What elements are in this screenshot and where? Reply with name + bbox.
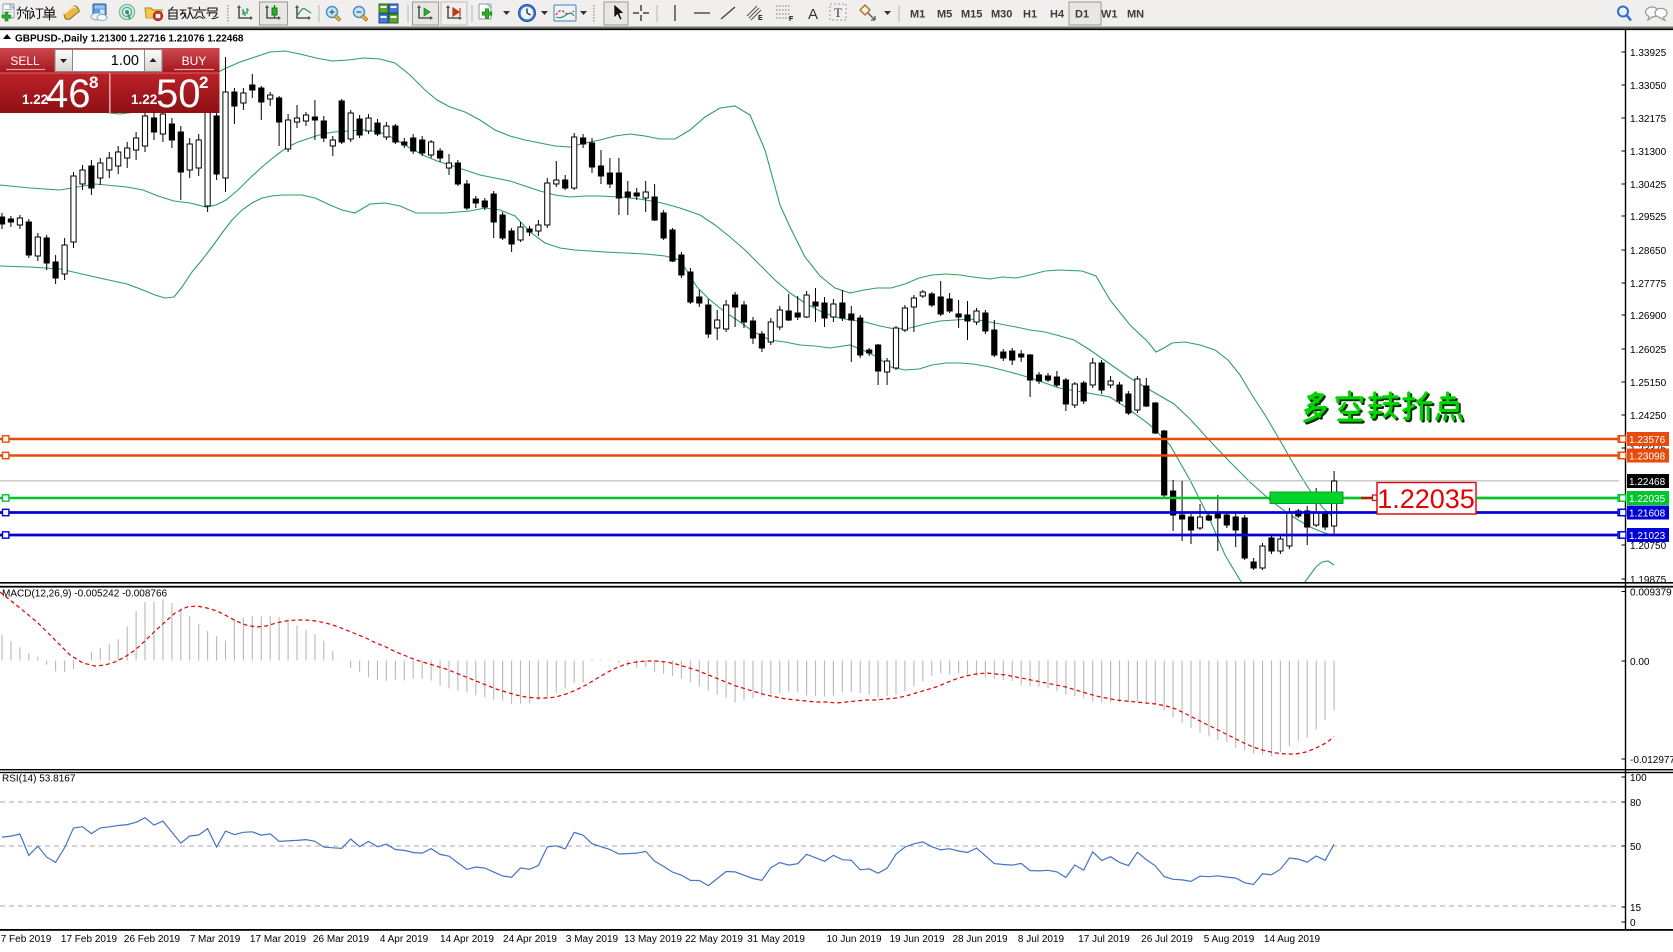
svg-text:24 Apr 2019: 24 Apr 2019: [503, 934, 557, 945]
svg-text:17 Jul 2019: 17 Jul 2019: [1078, 934, 1130, 945]
svg-text:1.33925: 1.33925: [1630, 48, 1667, 59]
svg-text:7 Mar 2019: 7 Mar 2019: [190, 934, 241, 945]
svg-text:26 Mar 2019: 26 Mar 2019: [313, 934, 370, 945]
svg-text:22 May 2019: 22 May 2019: [685, 934, 743, 945]
svg-text:3 May 2019: 3 May 2019: [566, 934, 619, 945]
svg-text:E: E: [758, 15, 763, 22]
svg-text:15: 15: [1630, 903, 1642, 914]
svg-text:M5: M5: [937, 9, 952, 21]
svg-text:1.22468: 1.22468: [1629, 477, 1666, 488]
svg-text:13 May 2019: 13 May 2019: [624, 934, 682, 945]
svg-text:17 Mar 2019: 17 Mar 2019: [250, 934, 307, 945]
svg-text:0.009379: 0.009379: [1630, 587, 1672, 598]
svg-text:1.22: 1.22: [131, 92, 157, 107]
svg-text:1.22035: 1.22035: [1629, 494, 1666, 505]
svg-text:H4: H4: [1050, 9, 1065, 21]
svg-text:1.26025: 1.26025: [1630, 345, 1667, 356]
svg-text:1.26900: 1.26900: [1630, 311, 1667, 322]
svg-text:H1: H1: [1023, 9, 1037, 21]
svg-text:GBPUSD-,Daily 1.21300 1.22716: GBPUSD-,Daily 1.21300 1.22716 1.21076 1.…: [15, 34, 244, 45]
svg-text:1.30425: 1.30425: [1630, 180, 1667, 191]
svg-text:1.00: 1.00: [111, 53, 139, 69]
svg-text:1.28650: 1.28650: [1630, 246, 1667, 257]
svg-text:MACD(12,26,9) -0.005242 -0.008: MACD(12,26,9) -0.005242 -0.008766: [2, 589, 168, 600]
svg-text:M1: M1: [910, 9, 925, 21]
svg-text:D1: D1: [1075, 9, 1089, 21]
svg-text:1.31300: 1.31300: [1630, 147, 1667, 158]
svg-text:1.25150: 1.25150: [1630, 378, 1667, 389]
svg-text:1.21023: 1.21023: [1629, 531, 1666, 542]
svg-text:M15: M15: [961, 9, 982, 21]
svg-text:T: T: [834, 5, 842, 20]
svg-text:0: 0: [1630, 918, 1636, 929]
svg-text:1.22035: 1.22035: [1377, 484, 1475, 514]
svg-text:M30: M30: [991, 9, 1012, 21]
svg-text:50: 50: [156, 72, 201, 116]
svg-text:1.29525: 1.29525: [1630, 212, 1667, 223]
svg-text:4 Apr 2019: 4 Apr 2019: [380, 934, 429, 945]
svg-text:MN: MN: [1127, 9, 1144, 21]
svg-text:19 Jun 2019: 19 Jun 2019: [889, 934, 944, 945]
svg-text:7 Feb 2019: 7 Feb 2019: [1, 934, 52, 945]
svg-text:8: 8: [89, 73, 98, 92]
svg-text:-0.012977: -0.012977: [1630, 755, 1673, 766]
svg-text:2: 2: [199, 73, 208, 92]
svg-text:BUY: BUY: [182, 54, 207, 68]
svg-text:5 Aug 2019: 5 Aug 2019: [1204, 934, 1255, 945]
svg-text:A: A: [808, 6, 818, 23]
svg-text:10 Jun 2019: 10 Jun 2019: [826, 934, 881, 945]
svg-text:50: 50: [1630, 842, 1642, 853]
svg-text:1.21608: 1.21608: [1629, 508, 1666, 519]
svg-text:0.00: 0.00: [1630, 657, 1650, 668]
svg-text:1.23576: 1.23576: [1629, 435, 1666, 446]
svg-text:31 May 2019: 31 May 2019: [747, 934, 805, 945]
svg-text:17 Feb 2019: 17 Feb 2019: [61, 934, 118, 945]
svg-text:SELL: SELL: [10, 54, 40, 68]
svg-text:14 Aug 2019: 14 Aug 2019: [1264, 934, 1321, 945]
svg-text:1.23098: 1.23098: [1629, 451, 1666, 462]
svg-text:8 Jul 2019: 8 Jul 2019: [1018, 934, 1065, 945]
svg-text:RSI(14) 53.8167: RSI(14) 53.8167: [2, 774, 76, 785]
svg-text:W1: W1: [1101, 9, 1118, 21]
svg-text:28 Jun 2019: 28 Jun 2019: [952, 934, 1007, 945]
svg-text:1.33050: 1.33050: [1630, 81, 1667, 92]
svg-text:26 Feb 2019: 26 Feb 2019: [124, 934, 181, 945]
svg-text:1.32175: 1.32175: [1630, 114, 1667, 125]
svg-text:46: 46: [46, 72, 91, 116]
svg-text:80: 80: [1630, 798, 1642, 809]
svg-text:1.22: 1.22: [22, 92, 48, 107]
svg-text:100: 100: [1630, 773, 1647, 784]
svg-text:26 Jul 2019: 26 Jul 2019: [1141, 934, 1193, 945]
svg-text:1.24250: 1.24250: [1630, 411, 1667, 422]
svg-text:1.19875: 1.19875: [1630, 575, 1667, 586]
svg-text:1.20750: 1.20750: [1630, 541, 1667, 552]
svg-text:1.27775: 1.27775: [1630, 279, 1667, 290]
svg-text:14 Apr 2019: 14 Apr 2019: [440, 934, 494, 945]
svg-text:F: F: [789, 16, 794, 23]
